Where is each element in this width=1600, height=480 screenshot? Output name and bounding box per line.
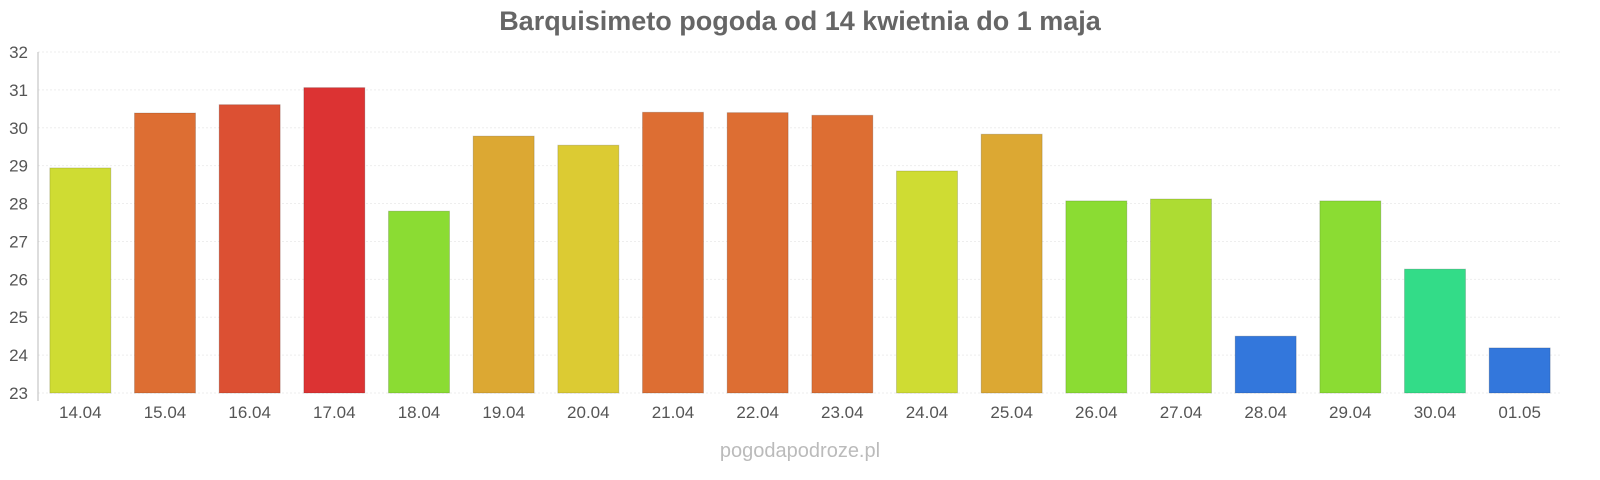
y-tick-label: 32 xyxy=(9,43,28,62)
bar xyxy=(557,144,620,394)
bar xyxy=(642,111,704,394)
footer-watermark: pogodapodroze.pl xyxy=(719,440,881,462)
y-tick-label: 28 xyxy=(9,195,28,214)
x-tick-label: 22.04 xyxy=(736,403,779,422)
y-tick-label: 26 xyxy=(9,270,28,289)
y-tick-label: 31 xyxy=(9,81,28,100)
x-tick-label: 30.04 xyxy=(1414,403,1457,422)
x-tick-label: 23.04 xyxy=(821,403,864,422)
bar xyxy=(980,133,1043,394)
x-tick-label: 19.04 xyxy=(482,403,525,422)
x-tick-label: 26.04 xyxy=(1075,403,1118,422)
bar-chart: 23 24 25 26 27 28 29 30 31 32 14.04 15.04 16.04 17.04… xyxy=(9,43,1562,422)
x-tick-label: 25.04 xyxy=(990,403,1033,422)
x-tick-label: 16.04 xyxy=(228,403,271,422)
x-tick-label: 24.04 xyxy=(906,403,949,422)
bar xyxy=(896,170,958,394)
bar xyxy=(134,112,196,394)
bar xyxy=(811,114,874,394)
y-tick-label: 30 xyxy=(9,119,28,138)
bar xyxy=(726,112,789,394)
bar xyxy=(388,210,450,394)
bar xyxy=(49,167,112,394)
x-tick-label: 15.04 xyxy=(144,403,187,422)
bar xyxy=(218,104,281,394)
y-tick-label: 24 xyxy=(9,346,28,365)
chart-title: Barquisimeto pogoda od 14 kwietnia do 1 … xyxy=(499,6,1101,36)
y-tick-label: 25 xyxy=(9,308,28,327)
x-tick-label: 29.04 xyxy=(1329,403,1372,422)
x-tick-label: 21.04 xyxy=(652,403,695,422)
bar xyxy=(1150,198,1212,394)
x-tick-label: 20.04 xyxy=(567,403,610,422)
x-tick-label: 17.04 xyxy=(313,403,356,422)
bar xyxy=(1234,335,1297,394)
bar xyxy=(472,135,535,394)
y-tick-label: 27 xyxy=(9,232,28,251)
x-tick-label: 14.04 xyxy=(59,403,102,422)
x-tick-label: 28.04 xyxy=(1244,403,1287,422)
x-tick-label: 27.04 xyxy=(1160,403,1203,422)
y-tick-label: 23 xyxy=(9,384,28,403)
bar xyxy=(1065,200,1128,394)
bar xyxy=(1404,268,1466,394)
x-tick-label: 18.04 xyxy=(398,403,441,422)
bar xyxy=(1319,200,1382,394)
bar xyxy=(1488,347,1551,394)
x-tick-label: 01.05 xyxy=(1498,403,1541,422)
bar xyxy=(303,87,366,394)
y-tick-label: 29 xyxy=(9,157,28,176)
